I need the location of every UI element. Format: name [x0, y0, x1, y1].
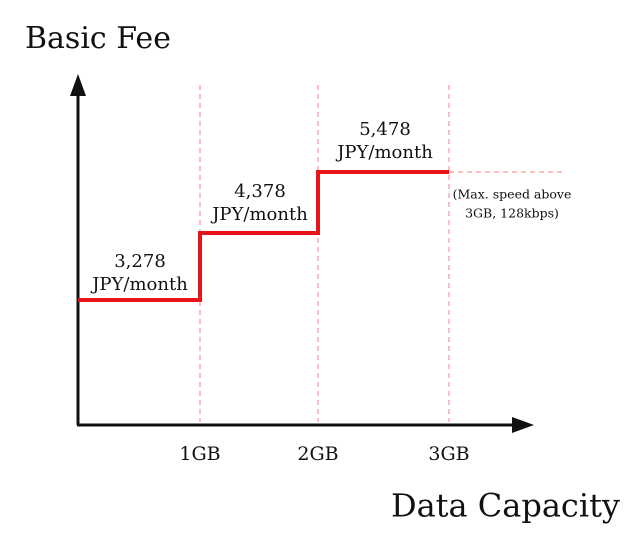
note-line: 3GB, 128kbps): [465, 206, 559, 221]
y-arrow: [70, 74, 86, 96]
fee-value: 5,478: [359, 119, 411, 140]
fee-unit: JPY/month: [335, 142, 433, 163]
fee-value: 3,278: [114, 251, 166, 272]
x-tick-label: 1GB: [179, 443, 220, 465]
guides: [199, 85, 565, 422]
note-line: (Max. speed above: [453, 187, 572, 202]
fee-value: 4,378: [234, 181, 286, 202]
fee-unit: JPY/month: [210, 204, 308, 225]
x-tick-label: 3GB: [428, 443, 469, 465]
fee-step-line: [78, 170, 449, 302]
x-axis-label: Data Capacity: [391, 487, 620, 525]
x-arrow: [512, 417, 534, 433]
x-tick-label: 2GB: [297, 443, 338, 465]
y-axis-label: Basic Fee: [25, 21, 171, 56]
fee-unit: JPY/month: [90, 274, 188, 295]
